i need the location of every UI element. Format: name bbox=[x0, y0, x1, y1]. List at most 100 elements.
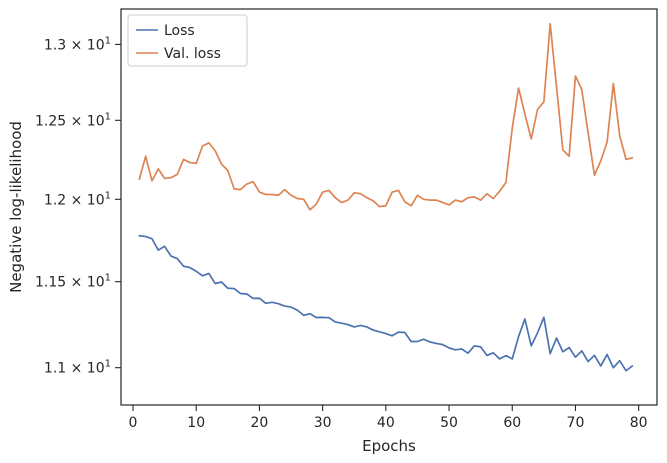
data-point bbox=[410, 205, 412, 207]
data-point bbox=[347, 199, 349, 201]
data-point bbox=[347, 324, 349, 326]
data-point bbox=[619, 360, 621, 362]
data-point bbox=[202, 275, 204, 277]
data-point bbox=[606, 354, 608, 356]
data-point bbox=[543, 317, 545, 319]
data-point bbox=[297, 198, 299, 200]
data-point bbox=[562, 149, 564, 151]
data-point bbox=[372, 200, 374, 202]
data-point bbox=[183, 159, 185, 161]
data-point bbox=[353, 192, 355, 194]
data-point bbox=[322, 191, 324, 193]
data-point bbox=[492, 198, 494, 200]
data-point bbox=[145, 155, 147, 157]
data-point bbox=[486, 193, 488, 195]
data-point bbox=[448, 204, 450, 206]
data-point bbox=[530, 345, 532, 347]
data-point bbox=[214, 283, 216, 285]
series-loss bbox=[138, 234, 634, 372]
data-point bbox=[632, 157, 634, 159]
data-point bbox=[619, 135, 621, 137]
data-point bbox=[170, 255, 172, 257]
data-point bbox=[385, 205, 387, 207]
y-axis-label: Negative log-likelihood bbox=[7, 121, 25, 293]
y-tick-label: 1.2 × 101 bbox=[44, 190, 111, 208]
data-point bbox=[461, 348, 463, 350]
x-tick-label: 20 bbox=[251, 415, 269, 431]
data-point bbox=[568, 347, 570, 349]
data-point bbox=[423, 199, 425, 201]
data-point bbox=[461, 201, 463, 203]
data-point bbox=[625, 370, 627, 372]
data-point bbox=[524, 318, 526, 320]
data-point bbox=[303, 314, 305, 316]
data-point bbox=[183, 265, 185, 267]
data-point bbox=[549, 23, 551, 25]
data-point bbox=[334, 321, 336, 323]
data-point bbox=[164, 178, 166, 180]
legend-label-val-loss: Val. loss bbox=[164, 46, 221, 62]
data-point bbox=[417, 194, 419, 196]
data-point bbox=[474, 196, 476, 198]
data-point bbox=[575, 75, 577, 77]
x-tick-label: 30 bbox=[314, 415, 332, 431]
data-point bbox=[499, 358, 501, 360]
tick-group: 0 10 20 30 40 50 60 70 80 1.1 × 101 1.15 × 101 1.2 … bbox=[35, 35, 648, 431]
data-point bbox=[486, 355, 488, 357]
data-point bbox=[151, 180, 153, 182]
data-point bbox=[549, 353, 551, 355]
data-point bbox=[176, 174, 178, 176]
data-point bbox=[221, 281, 223, 283]
data-point bbox=[157, 168, 159, 170]
data-point bbox=[613, 367, 615, 369]
data-point bbox=[328, 317, 330, 319]
data-point bbox=[360, 193, 362, 195]
data-point bbox=[303, 199, 305, 201]
data-point bbox=[398, 190, 400, 192]
data-point bbox=[195, 270, 197, 272]
data-point bbox=[511, 127, 513, 129]
data-point bbox=[613, 83, 615, 85]
data-point bbox=[208, 273, 210, 275]
data-point bbox=[594, 355, 596, 357]
data-point bbox=[543, 101, 545, 103]
data-point bbox=[290, 194, 292, 196]
data-point bbox=[556, 337, 558, 339]
data-point bbox=[271, 194, 273, 196]
data-point bbox=[562, 351, 564, 353]
data-point bbox=[379, 331, 381, 333]
x-tick-label: 40 bbox=[377, 415, 395, 431]
data-point bbox=[366, 326, 368, 328]
data-point bbox=[480, 199, 482, 201]
data-point bbox=[252, 181, 254, 183]
data-point bbox=[284, 189, 286, 191]
data-point bbox=[189, 267, 191, 269]
data-point bbox=[423, 338, 425, 340]
data-point bbox=[189, 162, 191, 164]
data-point bbox=[429, 199, 431, 201]
data-point bbox=[316, 203, 318, 205]
data-point bbox=[157, 249, 159, 251]
data-point bbox=[391, 335, 393, 337]
data-point bbox=[221, 163, 223, 165]
data-point bbox=[575, 356, 577, 358]
data-point bbox=[632, 365, 634, 367]
data-point bbox=[537, 332, 539, 334]
data-point bbox=[391, 191, 393, 193]
y-tick-label: 1.15 × 101 bbox=[35, 273, 111, 291]
y-tick-label: 1.25 × 101 bbox=[35, 111, 111, 129]
data-point bbox=[511, 358, 513, 360]
data-point bbox=[587, 132, 589, 134]
data-point bbox=[139, 178, 141, 180]
data-point bbox=[499, 190, 501, 192]
data-point bbox=[328, 190, 330, 192]
data-point bbox=[227, 287, 229, 289]
data-point bbox=[208, 142, 210, 144]
data-point bbox=[139, 235, 141, 237]
data-point bbox=[594, 174, 596, 176]
data-point bbox=[265, 194, 267, 196]
y-tick-label: 1.1 × 101 bbox=[44, 359, 111, 377]
data-point bbox=[372, 329, 374, 331]
data-point bbox=[505, 355, 507, 357]
